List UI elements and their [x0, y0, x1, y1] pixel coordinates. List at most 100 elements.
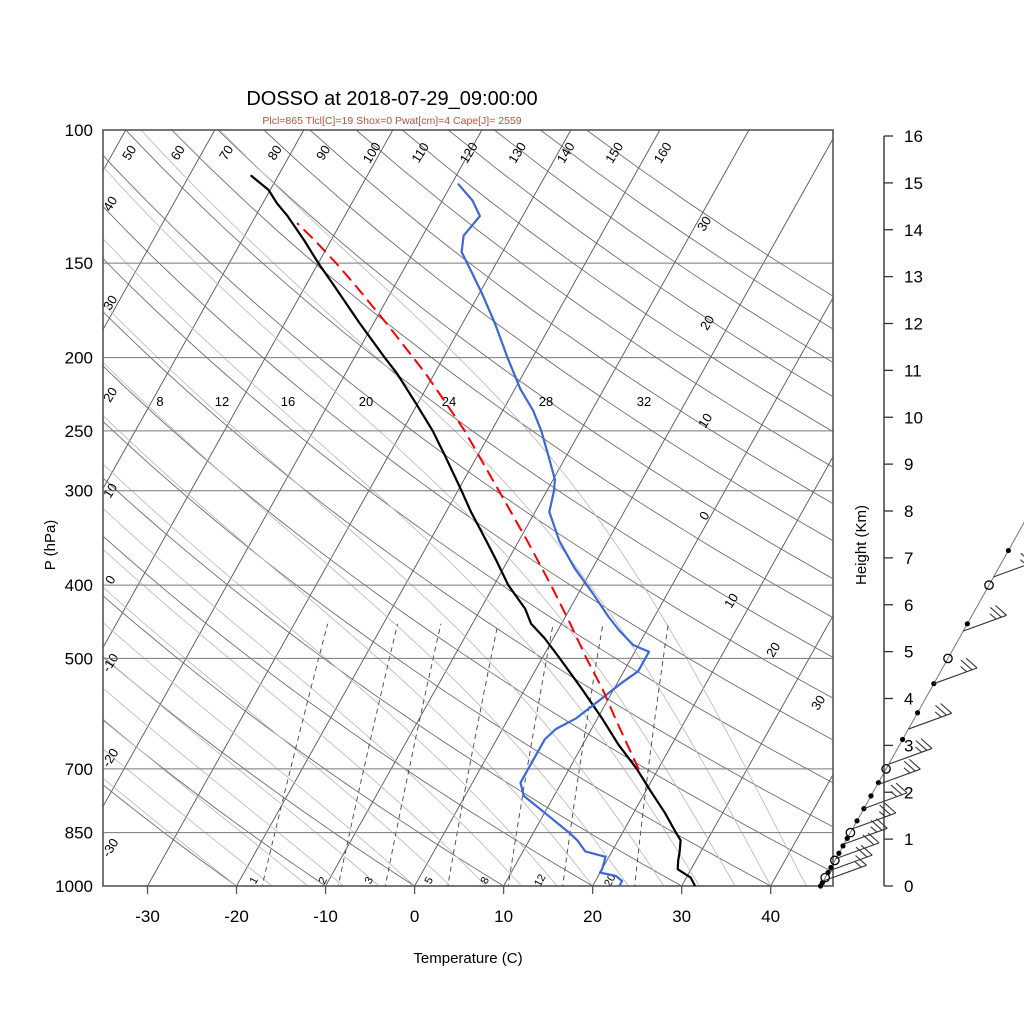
moist-adiabat-line — [103, 622, 415, 886]
titles: DOSSO at 2018-07-29_09:00:00 Plcl=865 Tl… — [246, 88, 537, 127]
moist-adiabat-label: 32 — [637, 394, 651, 409]
wind-spine — [820, 521, 1024, 887]
isotherm-line — [236, 130, 661, 886]
pressure-tick-label: 250 — [65, 422, 93, 441]
dry-adiabat-line — [103, 784, 237, 886]
height-tick-label: 6 — [904, 596, 913, 615]
height-tick-label: 0 — [904, 877, 913, 896]
profile-curve-dewpoint — [457, 183, 651, 886]
moist-adiabat-label: 8 — [156, 394, 163, 409]
wind-barb-layer — [817, 521, 1024, 889]
wind-barb — [963, 605, 1007, 632]
mixing-ratio-label: 5 — [423, 875, 436, 886]
dry-adiabat-line — [103, 205, 833, 741]
dry-adiabat-line — [103, 311, 833, 828]
wind-level-marker — [899, 736, 906, 743]
wind-level-marker — [828, 864, 834, 871]
pressure-tick-label: 1000 — [55, 877, 93, 896]
isotherm-line — [949, 130, 1024, 886]
isotherm-line — [103, 130, 305, 490]
wind-barb — [863, 782, 908, 810]
isotherm-line — [147, 130, 572, 886]
dry-adiabat-label: 80 — [264, 143, 284, 163]
pressure-tick-label: 850 — [65, 824, 93, 843]
temperature-tick-label: -10 — [313, 907, 338, 926]
wind-barb — [888, 738, 933, 765]
dry-adiabat-label: 50 — [119, 143, 139, 163]
height-tick-label: 11 — [904, 361, 922, 380]
mixing-ratio-label: 8 — [479, 875, 492, 886]
grid-layer — [103, 130, 1024, 886]
profile-curve-temperature — [250, 174, 697, 886]
x-axis-label: Temperature (C) — [413, 950, 522, 967]
moist-adiabat-label: 12 — [215, 394, 229, 409]
dry-adiabat-line — [103, 656, 415, 886]
moist-adiabat-line — [219, 130, 807, 886]
temperature-tick-label: 20 — [583, 907, 602, 926]
height-tick-label: 5 — [904, 643, 913, 662]
temperature-tick-label: -30 — [135, 907, 160, 926]
moist-adiabat-label: 20 — [359, 394, 373, 409]
height-tick-label: 2 — [904, 783, 913, 802]
temperature-tick-label: 10 — [494, 907, 513, 926]
mixing-ratio-line — [447, 623, 499, 886]
mixing-ratio-line — [261, 623, 329, 886]
dry-adiabat-line — [309, 130, 833, 505]
dry-adiabat-line — [448, 130, 833, 398]
dry-adiabat-line — [103, 154, 833, 699]
height-tick-label: 12 — [904, 315, 923, 334]
wind-barb — [852, 802, 897, 830]
wind-level-marker — [830, 855, 840, 866]
dry-adiabat-label: 150 — [602, 139, 626, 165]
dry-adiabat-line — [103, 719, 326, 886]
isotherm-line — [103, 130, 483, 808]
wind-level-marker — [943, 653, 953, 664]
wind-barb — [933, 657, 978, 685]
wind-level-marker — [964, 621, 970, 627]
dry-adiabat-label: 140 — [554, 139, 578, 165]
wind-barb — [908, 703, 953, 730]
pressure-tick-label: 300 — [65, 482, 93, 501]
temperature-tick-label: 0 — [410, 907, 419, 926]
isotherm-line — [325, 130, 750, 886]
dry-adiabat-line — [103, 365, 833, 873]
height-tick-label: 9 — [904, 455, 913, 474]
pressure-tick-label: 500 — [65, 649, 93, 668]
dry-adiabat-label: 130 — [505, 139, 529, 165]
moist-adiabat-line — [103, 777, 237, 886]
height-tick-label: 14 — [904, 221, 923, 240]
moist-adiabat-label: 24 — [442, 394, 456, 409]
wind-level-marker — [868, 793, 874, 799]
indices-subtitle: Plcl=865 Tlcl[C]=19 Shox=0 Pwat[cm]=4 Ca… — [262, 115, 521, 127]
height-tick-label: 7 — [904, 549, 913, 568]
wind-level-marker — [854, 818, 860, 824]
pressure-tick-label: 400 — [65, 576, 93, 595]
dry-adiabat-label: 120 — [457, 139, 481, 165]
moist-adiabat-line — [103, 302, 665, 886]
isotherm-label-right: 10 — [695, 411, 715, 431]
profile-curve-parcel-path — [296, 222, 640, 770]
isotherm-label-left: 0 — [102, 573, 119, 587]
grid-label-layer: 50 60 70 80 90 100 110 120 130 140 150 160403020100… — [99, 139, 829, 888]
dry-adiabat-label: 70 — [216, 143, 236, 163]
height-tick-label: 8 — [904, 502, 913, 521]
height-tick-label: 4 — [904, 690, 913, 709]
mixing-ratio-line — [384, 623, 442, 886]
moist-adiabat-label: 16 — [281, 394, 295, 409]
right-axis-label: Height (Km) — [853, 505, 870, 585]
wind-level-marker — [820, 872, 831, 883]
profile-curves-layer — [250, 174, 697, 886]
pressure-tick-label: 200 — [65, 349, 93, 368]
wind-level-marker — [836, 850, 842, 856]
isotherm-line — [770, 773, 833, 886]
wind-level-marker — [984, 580, 994, 591]
wind-level-marker — [840, 843, 846, 849]
height-tick-label: 15 — [904, 174, 923, 193]
dry-adiabat-label: 110 — [408, 140, 432, 166]
wind-level-marker — [845, 827, 856, 838]
isotherm-label-right: 20 — [697, 313, 717, 333]
wind-barb — [843, 818, 888, 845]
plot-border — [102, 129, 834, 887]
height-tick-label: 1 — [904, 830, 913, 849]
